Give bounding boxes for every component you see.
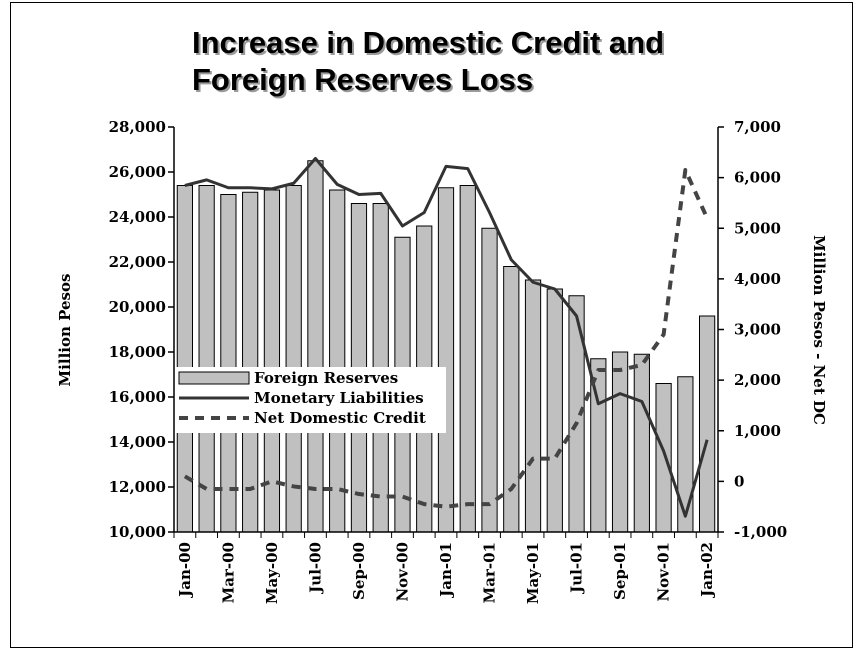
bar-foreign-reserves bbox=[459, 185, 476, 533]
x-tick-label: Sep-00 bbox=[350, 542, 368, 600]
legend-label: Net Domestic Credit bbox=[254, 409, 426, 427]
right-tick-label: 1,000 bbox=[734, 422, 781, 440]
bar-foreign-reserves bbox=[198, 185, 215, 533]
left-tick-label: 14,000 bbox=[109, 433, 166, 451]
chart-title: Increase in Domestic Credit and Foreign … bbox=[192, 24, 664, 98]
bar-foreign-reserves bbox=[220, 194, 237, 533]
bar-foreign-reserves bbox=[546, 288, 563, 533]
bar-foreign-reserves bbox=[437, 187, 455, 533]
left-tick-label: 24,000 bbox=[109, 208, 166, 226]
y-axis-left-label: Million Pesos bbox=[56, 274, 74, 387]
left-tick-label: 10,000 bbox=[109, 523, 166, 541]
x-tick-label: Jan-02 bbox=[698, 542, 716, 599]
line-monetary-liabilities bbox=[184, 157, 709, 518]
bar-foreign-reserves bbox=[699, 315, 716, 533]
legend-label: Foreign Reserves bbox=[254, 369, 398, 387]
x-tick-label: May-01 bbox=[524, 542, 542, 604]
right-tick-label: 7,000 bbox=[734, 118, 781, 136]
bar-foreign-reserves bbox=[524, 279, 542, 533]
bar-foreign-reserves bbox=[503, 266, 520, 533]
left-tick-label: 18,000 bbox=[109, 343, 166, 361]
right-tick-label: 2,000 bbox=[734, 371, 781, 389]
bar-foreign-reserves bbox=[677, 376, 694, 533]
line-net-domestic-credit bbox=[183, 168, 709, 509]
chart-title-line2: Foreign Reserves Loss bbox=[192, 62, 534, 97]
right-tick-label: 3,000 bbox=[734, 321, 781, 339]
bar-foreign-reserves bbox=[481, 227, 498, 533]
left-tick-label: 16,000 bbox=[109, 388, 166, 406]
x-tick-label: Jan-01 bbox=[437, 542, 455, 599]
right-tick-label: 0 bbox=[734, 472, 744, 490]
bar-foreign-reserves bbox=[285, 185, 302, 533]
bar-foreign-reserves bbox=[307, 160, 324, 533]
x-tick-label: Nov-00 bbox=[393, 542, 411, 602]
bar-foreign-reserves bbox=[655, 383, 672, 533]
bar-foreign-reserves bbox=[633, 353, 650, 533]
right-tick-label: 5,000 bbox=[734, 219, 781, 237]
left-tick-label: 26,000 bbox=[109, 163, 166, 181]
right-tick-label: 4,000 bbox=[734, 270, 781, 288]
left-tick-label: 28,000 bbox=[109, 118, 166, 136]
right-tick-label: 6,000 bbox=[734, 169, 781, 187]
legend-swatch-foreign-reserves bbox=[178, 371, 250, 385]
chart-title-line1: Increase in Domestic Credit and bbox=[192, 25, 665, 60]
legend-label: Monetary Liabilities bbox=[254, 389, 424, 407]
x-tick-label: Jan-00 bbox=[176, 542, 194, 599]
bar-foreign-reserves bbox=[329, 189, 346, 533]
left-tick-label: 12,000 bbox=[109, 478, 166, 496]
left-tick-label: 20,000 bbox=[109, 298, 166, 316]
x-tick-label: Sep-01 bbox=[611, 542, 629, 600]
right-tick-label: -1,000 bbox=[734, 523, 787, 541]
x-tick-label: May-00 bbox=[263, 542, 281, 604]
bar-foreign-reserves bbox=[611, 351, 629, 533]
x-tick-label: Nov-01 bbox=[655, 542, 673, 602]
left-tick-label: 22,000 bbox=[109, 253, 166, 271]
bar-foreign-reserves bbox=[242, 191, 259, 533]
x-tick-label: Mar-01 bbox=[481, 542, 499, 603]
x-tick-label: Mar-00 bbox=[219, 542, 237, 603]
y-axis-right-label: Million Pesos - Net DC bbox=[810, 235, 828, 425]
x-tick-label: Jul-00 bbox=[306, 542, 324, 595]
x-tick-label: Jul-01 bbox=[568, 542, 586, 595]
